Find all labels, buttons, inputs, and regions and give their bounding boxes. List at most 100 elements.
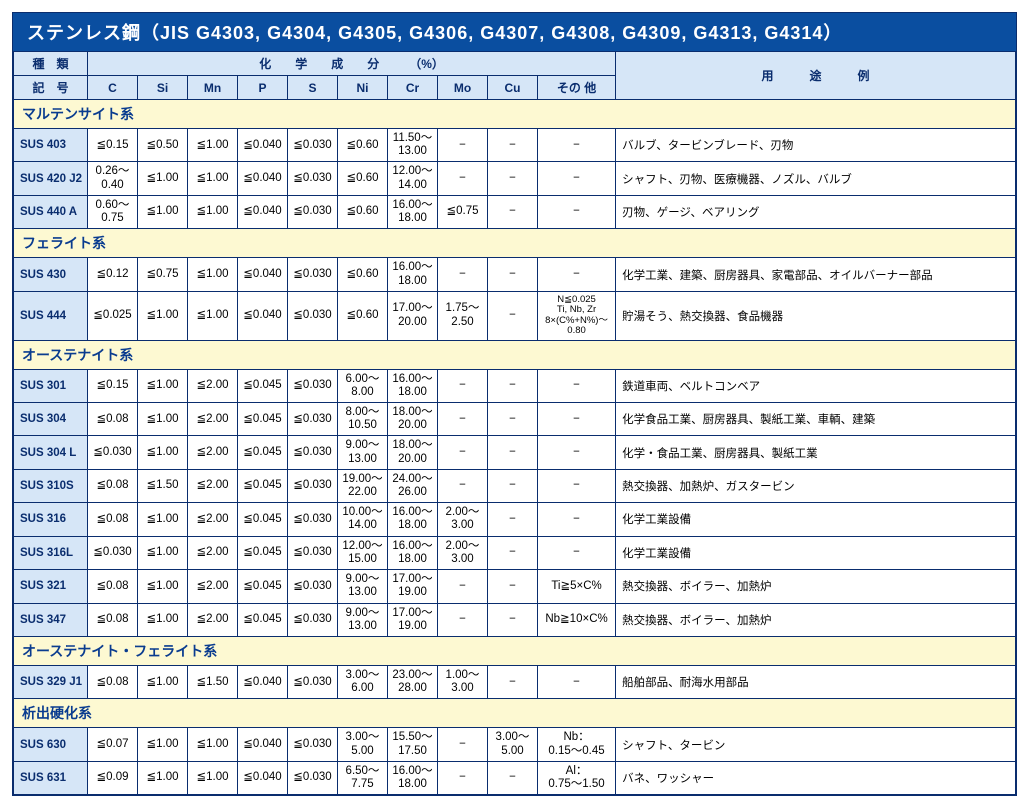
comp-cell: ≦0.030 xyxy=(288,761,338,794)
table-row: SUS 321≦0.08≦1.00≦2.00≦0.045≦0.0309.00〜 … xyxy=(14,570,1016,603)
grade-cell: SUS 316L xyxy=(14,536,88,569)
comp-cell: ≦0.07 xyxy=(88,728,138,761)
table-row: SUS 444≦0.025≦1.00≦1.00≦0.040≦0.030≦0.60… xyxy=(14,291,1016,340)
comp-cell: ≦0.75 xyxy=(138,258,188,291)
comp-cell: 17.00〜 19.00 xyxy=(388,603,438,636)
hdr-other: その 他 xyxy=(538,76,616,100)
title-bar: ステンレス鋼（JIS G4303, G4304, G4305, G4306, G… xyxy=(13,13,1016,51)
comp-cell: ≦1.00 xyxy=(138,666,188,699)
uses-cell: 化学工業、建築、厨房器具、家電部品、オイルバーナー部品 xyxy=(616,258,1016,291)
table-row: SUS 316≦0.08≦1.00≦2.00≦0.045≦0.03010.00〜… xyxy=(14,503,1016,536)
section-row: フェライト系 xyxy=(14,229,1016,258)
comp-cell: ≦0.15 xyxy=(88,369,138,402)
hdr-symbol: 記 号 xyxy=(14,76,88,100)
comp-cell: ≦0.60 xyxy=(338,129,388,162)
section-label: 析出硬化系 xyxy=(14,699,1016,728)
comp-cell: − xyxy=(488,666,538,699)
other-cell: Ti≧5×C% xyxy=(538,570,616,603)
comp-cell: − xyxy=(438,436,488,469)
other-cell: − xyxy=(538,258,616,291)
comp-cell: ≦1.00 xyxy=(188,258,238,291)
comp-cell: ≦1.00 xyxy=(188,129,238,162)
table-row: SUS 310S≦0.08≦1.50≦2.00≦0.045≦0.03019.00… xyxy=(14,469,1016,502)
comp-cell: ≦0.040 xyxy=(238,162,288,195)
comp-cell: ≦1.00 xyxy=(188,195,238,228)
other-cell: − xyxy=(538,195,616,228)
comp-cell: − xyxy=(438,258,488,291)
uses-cell: 化学工業設備 xyxy=(616,503,1016,536)
comp-cell: ≦0.030 xyxy=(288,503,338,536)
comp-cell: − xyxy=(438,162,488,195)
comp-cell: ≦2.00 xyxy=(188,603,238,636)
comp-cell: − xyxy=(488,291,538,340)
comp-cell: 16.00〜 18.00 xyxy=(388,195,438,228)
grade-cell: SUS 304 xyxy=(14,402,88,435)
uses-cell: バルブ、タービンブレード、刃物 xyxy=(616,129,1016,162)
comp-cell: ≦0.045 xyxy=(238,503,288,536)
comp-cell: ≦0.040 xyxy=(238,666,288,699)
comp-cell: − xyxy=(438,369,488,402)
comp-cell: ≦0.08 xyxy=(88,603,138,636)
comp-cell: ≦0.60 xyxy=(338,162,388,195)
grade-cell: SUS 329 J1 xyxy=(14,666,88,699)
comp-cell: ≦0.040 xyxy=(238,728,288,761)
comp-cell: 11.50〜 13.00 xyxy=(388,129,438,162)
comp-cell: ≦0.040 xyxy=(238,129,288,162)
grade-cell: SUS 631 xyxy=(14,761,88,794)
comp-cell: ≦1.00 xyxy=(138,728,188,761)
grade-cell: SUS 310S xyxy=(14,469,88,502)
comp-cell: ≦1.00 xyxy=(138,195,188,228)
table-row: SUS 329 J1≦0.08≦1.00≦1.50≦0.040≦0.0303.0… xyxy=(14,666,1016,699)
uses-cell: 熱交換器、ボイラー、加熱炉 xyxy=(616,570,1016,603)
comp-cell: 16.00〜 18.00 xyxy=(388,258,438,291)
table-row: SUS 630≦0.07≦1.00≦1.00≦0.040≦0.0303.00〜 … xyxy=(14,728,1016,761)
comp-cell: 19.00〜 22.00 xyxy=(338,469,388,502)
other-cell: − xyxy=(538,162,616,195)
comp-cell: ≦2.00 xyxy=(188,436,238,469)
comp-cell: ≦0.030 xyxy=(288,469,338,502)
comp-cell: ≦1.00 xyxy=(138,402,188,435)
comp-cell: ≦0.75 xyxy=(438,195,488,228)
comp-cell: ≦0.040 xyxy=(238,291,288,340)
hdr-type: 種 類 xyxy=(14,52,88,76)
other-cell: − xyxy=(538,129,616,162)
comp-cell: 10.00〜 14.00 xyxy=(338,503,388,536)
comp-cell: ≦2.00 xyxy=(188,369,238,402)
comp-cell: − xyxy=(488,369,538,402)
comp-cell: ≦0.045 xyxy=(238,570,288,603)
comp-cell: 1.00〜 3.00 xyxy=(438,666,488,699)
table-row: SUS 430≦0.12≦0.75≦1.00≦0.040≦0.030≦0.601… xyxy=(14,258,1016,291)
comp-cell: 12.00〜 15.00 xyxy=(338,536,388,569)
comp-cell: 0.60〜 0.75 xyxy=(88,195,138,228)
comp-cell: − xyxy=(488,436,538,469)
comp-cell: 8.00〜 10.50 xyxy=(338,402,388,435)
comp-cell: 24.00〜 26.00 xyxy=(388,469,438,502)
stainless-steel-table: 種 類 化 学 成 分 （%） 用 途 例 記 号 C Si Mn P S Ni… xyxy=(13,51,1016,795)
other-cell: Nb： 0.15〜0.45 xyxy=(538,728,616,761)
comp-cell: ≦0.60 xyxy=(338,195,388,228)
grade-cell: SUS 630 xyxy=(14,728,88,761)
comp-cell: − xyxy=(488,603,538,636)
comp-cell: ≦0.030 xyxy=(288,129,338,162)
comp-cell: − xyxy=(438,402,488,435)
table-row: SUS 304 L≦0.030≦1.00≦2.00≦0.045≦0.0309.0… xyxy=(14,436,1016,469)
comp-cell: ≦2.00 xyxy=(188,570,238,603)
comp-cell: − xyxy=(438,469,488,502)
comp-cell: 9.00〜 13.00 xyxy=(338,603,388,636)
uses-cell: 熱交換器、ボイラー、加熱炉 xyxy=(616,603,1016,636)
table-row: SUS 631≦0.09≦1.00≦1.00≦0.040≦0.0306.50〜 … xyxy=(14,761,1016,794)
comp-cell: ≦0.09 xyxy=(88,761,138,794)
comp-cell: ≦2.00 xyxy=(188,503,238,536)
comp-cell: ≦1.00 xyxy=(138,603,188,636)
comp-cell: ≦0.040 xyxy=(238,195,288,228)
comp-cell: ≦0.60 xyxy=(338,291,388,340)
comp-cell: ≦0.040 xyxy=(238,258,288,291)
section-row: マルテンサイト系 xyxy=(14,100,1016,129)
hdr-Si: Si xyxy=(138,76,188,100)
table-row: SUS 347≦0.08≦1.00≦2.00≦0.045≦0.0309.00〜 … xyxy=(14,603,1016,636)
hdr-P: P xyxy=(238,76,288,100)
grade-cell: SUS 403 xyxy=(14,129,88,162)
other-cell: − xyxy=(538,503,616,536)
comp-cell: 17.00〜 20.00 xyxy=(388,291,438,340)
hdr-Mo: Mo xyxy=(438,76,488,100)
